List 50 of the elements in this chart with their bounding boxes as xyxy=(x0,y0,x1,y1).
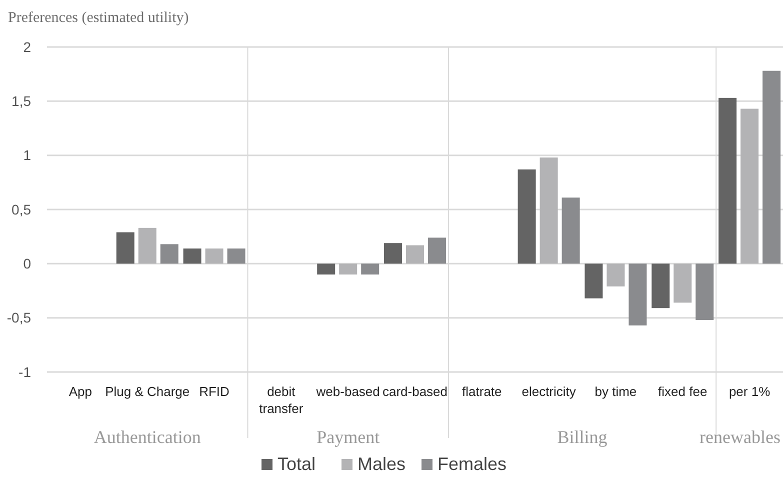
y-tick-label: 2 xyxy=(23,38,32,55)
legend-label: Females xyxy=(438,454,507,474)
bar xyxy=(317,264,336,274)
legend-label: Males xyxy=(358,454,406,474)
x-tick-label: electricity xyxy=(522,384,576,399)
x-tick-label: by time xyxy=(594,384,637,399)
bar xyxy=(116,232,134,264)
bar xyxy=(339,264,358,274)
bar xyxy=(205,248,224,264)
bar xyxy=(428,238,446,264)
bar xyxy=(674,264,692,303)
bar xyxy=(384,243,402,264)
bar xyxy=(628,264,647,326)
x-tick-label: RFID xyxy=(199,384,230,399)
bar xyxy=(540,158,558,264)
text: Authentication xyxy=(94,427,201,447)
text: renewables xyxy=(700,427,780,447)
x-tick-label: web-based xyxy=(315,384,380,399)
x-tick-label: per 1% xyxy=(728,384,771,399)
x-tick-label: fixed fee xyxy=(658,384,708,399)
y-tick-label: 1,5 xyxy=(12,93,32,110)
x-tick-label: flatrate xyxy=(462,384,502,399)
y-tick-label: 1 xyxy=(23,147,32,164)
bar xyxy=(562,198,580,264)
bar xyxy=(696,264,714,320)
bar xyxy=(138,228,156,264)
bar xyxy=(518,169,536,264)
bar xyxy=(361,264,380,274)
text: Billing xyxy=(557,427,608,447)
legend-label: Total xyxy=(278,454,316,474)
bar xyxy=(227,248,246,264)
y-tick-label: -1 xyxy=(18,364,32,380)
bar xyxy=(652,264,670,308)
bar xyxy=(740,108,759,264)
y-tick-label: 0,5 xyxy=(12,201,32,218)
bar xyxy=(718,98,737,264)
text: Payment xyxy=(316,427,380,447)
bar xyxy=(406,245,424,264)
bar xyxy=(762,70,781,264)
bar xyxy=(160,244,178,264)
x-tick-label: debit transfer xyxy=(259,384,304,416)
bar xyxy=(606,264,625,286)
y-tick-label: -0,5 xyxy=(6,310,32,326)
x-tick-label: Plug & Charge xyxy=(105,384,190,399)
x-tick-label: App xyxy=(68,384,92,399)
y-axis-title: Preferences (estimated utility) xyxy=(8,10,189,26)
bar xyxy=(584,264,603,298)
y-tick-label: 0 xyxy=(23,256,32,272)
x-tick-label: card-based xyxy=(382,384,448,399)
bar xyxy=(183,248,202,264)
